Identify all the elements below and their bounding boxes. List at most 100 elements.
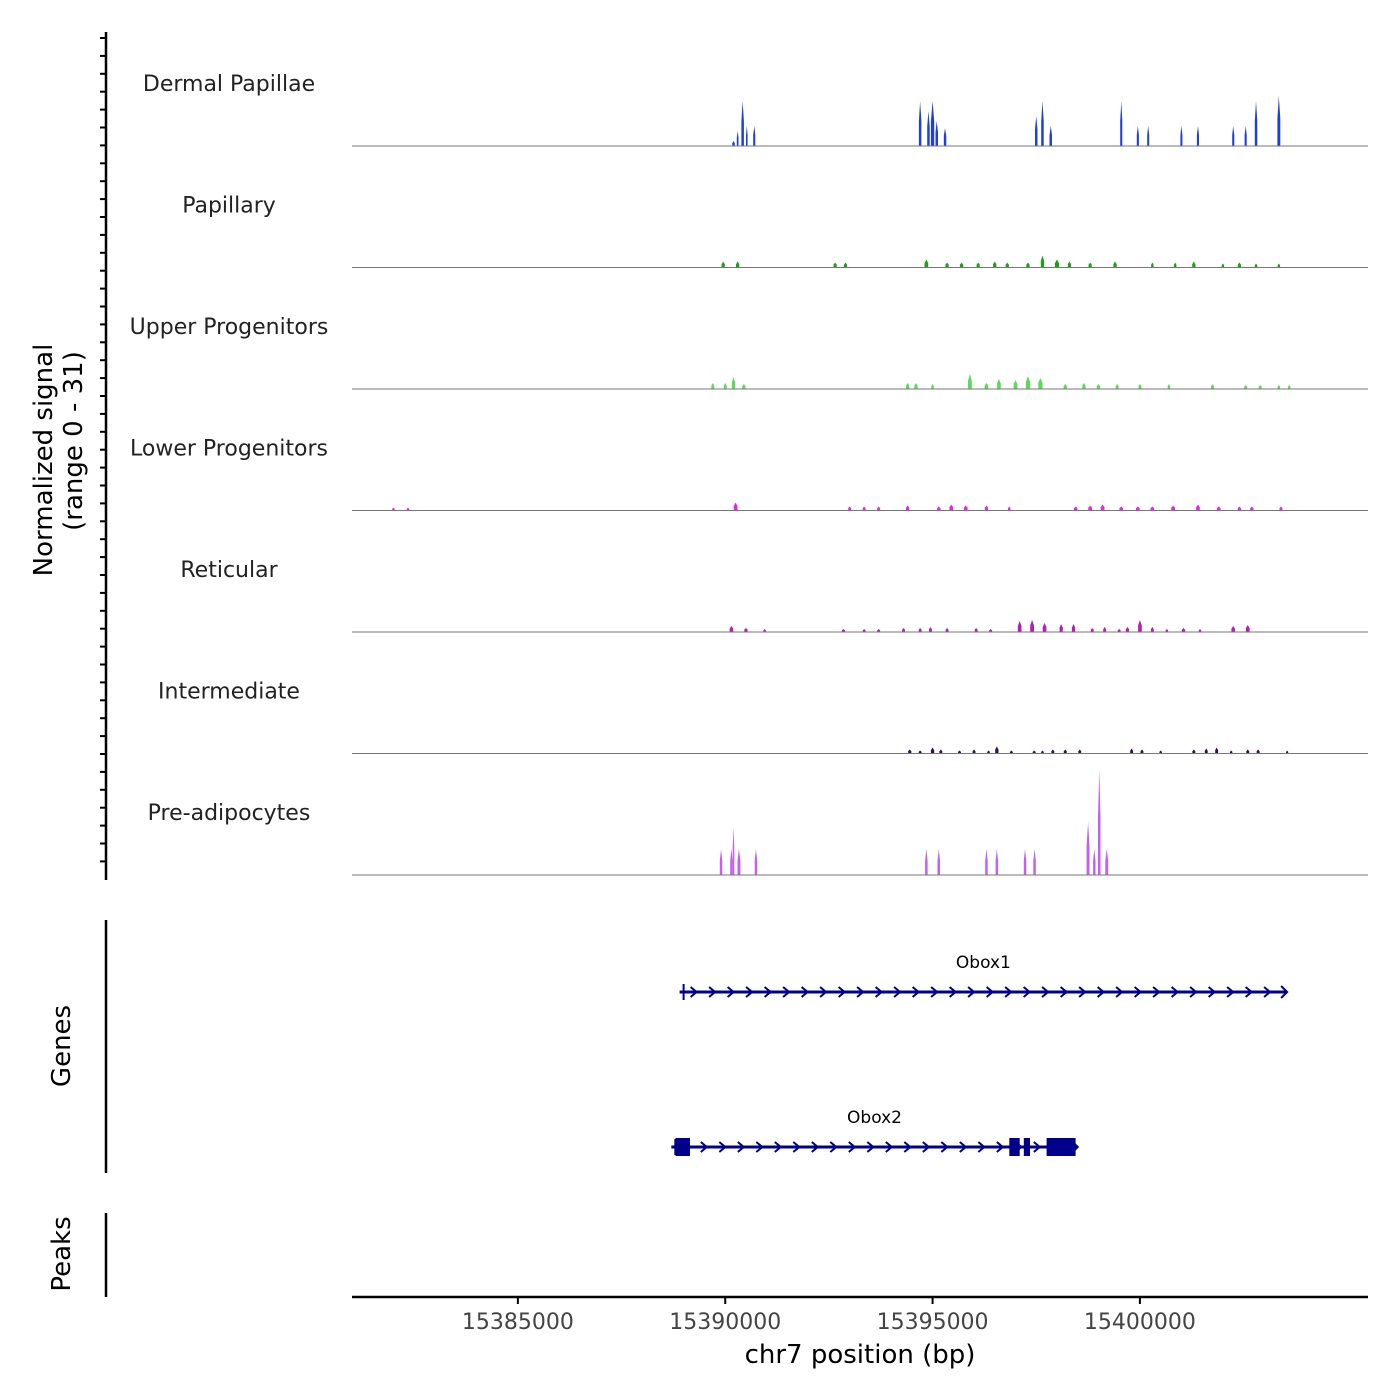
coverage-peak	[862, 506, 866, 511]
coverage-peak	[729, 626, 734, 632]
coverage-peak	[1232, 126, 1235, 146]
strand-arrow	[1041, 986, 1050, 998]
strand-arrow	[1004, 986, 1013, 998]
strand-arrow	[1263, 986, 1272, 998]
coverage-peak	[1204, 748, 1208, 754]
coverage-peak	[1136, 506, 1140, 511]
coverage-peak	[1181, 628, 1186, 632]
coverage-peak	[763, 629, 766, 632]
strand-arrow	[959, 1141, 968, 1153]
coverage-peak	[1215, 747, 1219, 754]
coverage-peak	[918, 750, 922, 754]
coverage-peak	[1125, 627, 1130, 632]
coverage-peak	[732, 141, 735, 146]
coverage-peak	[877, 506, 881, 511]
coverage-peak	[723, 383, 727, 389]
strand-arrow	[1280, 985, 1289, 999]
coverage-peak	[737, 849, 741, 875]
coverage-peak	[945, 628, 949, 632]
track-label: Papillary	[182, 194, 276, 219]
coverage-peak	[733, 502, 738, 511]
coverage-peak	[1277, 96, 1281, 146]
coverage-peak	[736, 131, 739, 146]
track-pre-adipocytes: Pre-adipocytes	[148, 770, 1368, 876]
coverage-peak	[742, 384, 746, 389]
coverage-peak	[833, 262, 837, 268]
coverage-peak	[1288, 385, 1291, 389]
coverage-peak	[1008, 506, 1011, 511]
coverage-peak	[1100, 504, 1105, 511]
track-label: Pre-adipocytes	[148, 801, 311, 826]
peaks-panel-label: Peaks	[47, 1216, 77, 1291]
coverage-peak	[1150, 627, 1154, 632]
coverage-peak	[993, 261, 997, 268]
x-axis: 15385000 15390000 15395000 15400000	[352, 1295, 1368, 1335]
track-papillary: Papillary	[182, 194, 1368, 268]
coverage-peak	[1038, 378, 1043, 389]
coverage-peak	[995, 746, 999, 754]
coverage-peak	[1078, 749, 1082, 754]
track-label: Lower Progenitors	[130, 437, 328, 462]
coverage-peak	[1180, 126, 1183, 146]
track-intermediate: Intermediate	[158, 680, 1368, 754]
coverage-peak	[721, 261, 725, 268]
strand-arrow	[930, 986, 939, 998]
strand-arrow	[811, 1141, 820, 1153]
gene-track: Obox1 Obox2	[671, 953, 1289, 1156]
coverage-peak	[1088, 262, 1092, 268]
coverage-peak	[1098, 770, 1101, 875]
coverage-peak	[848, 506, 852, 511]
gene-label: Obox2	[847, 1108, 902, 1128]
strand-arrow	[1189, 986, 1198, 998]
strand-arrow	[940, 1141, 949, 1153]
coverage-peak	[1245, 625, 1250, 632]
coverage-peak	[1173, 262, 1177, 268]
coverage-peak	[1030, 620, 1034, 632]
strand-arrow	[1033, 1141, 1042, 1153]
coverage-peak	[1033, 849, 1036, 875]
strand-arrow	[755, 1141, 764, 1153]
x-tick-label: 15400000	[1084, 1310, 1196, 1335]
coverage-peak	[949, 504, 954, 511]
coverage-peak	[1005, 262, 1009, 268]
coverage-peak	[968, 374, 972, 389]
strand-arrow	[689, 986, 699, 998]
y-axis-label-line2: (range 0 - 31)	[59, 351, 89, 531]
coverage-peak	[1196, 126, 1199, 146]
coverage-peak	[989, 629, 993, 632]
x-tick-label: 15395000	[877, 1310, 989, 1335]
coverage-peak	[906, 383, 910, 389]
coverage-peak	[1198, 629, 1202, 632]
coverage-peak	[1032, 750, 1036, 754]
coverage-peak	[1042, 623, 1047, 632]
strand-arrow	[996, 1141, 1005, 1153]
strand-arrow	[800, 986, 810, 998]
coverage-peak	[711, 383, 715, 389]
coverage-peak	[1159, 750, 1162, 754]
coverage-peak	[1221, 263, 1225, 268]
track-label: Intermediate	[158, 680, 300, 705]
coverage-peak	[1211, 384, 1214, 389]
coverage-peak	[1041, 750, 1044, 754]
coverage-peak	[1082, 383, 1086, 389]
coverage-peak	[746, 126, 748, 146]
coverage-peak	[1277, 385, 1281, 389]
coverage-peak	[1254, 101, 1258, 146]
strand-arrow	[774, 1141, 783, 1153]
strand-arrow	[903, 1141, 912, 1153]
coverage-peak	[1151, 262, 1154, 268]
strand-arrow	[1170, 986, 1180, 998]
gene-exon	[1046, 1138, 1076, 1156]
strand-arrow	[1226, 986, 1235, 998]
coverage-peak	[1136, 126, 1139, 146]
track-lower-progenitors: Lower Progenitors	[130, 437, 1368, 511]
coverage-peak	[730, 849, 733, 875]
coverage-peak	[1013, 380, 1018, 389]
coverage-peak	[1009, 750, 1013, 754]
strand-arrow	[726, 986, 736, 998]
coverage-peak	[995, 849, 999, 875]
coverage-peak	[1140, 749, 1144, 754]
strand-arrow	[782, 986, 791, 998]
coverage-peak	[1093, 849, 1096, 875]
coverage-peak	[943, 128, 947, 146]
